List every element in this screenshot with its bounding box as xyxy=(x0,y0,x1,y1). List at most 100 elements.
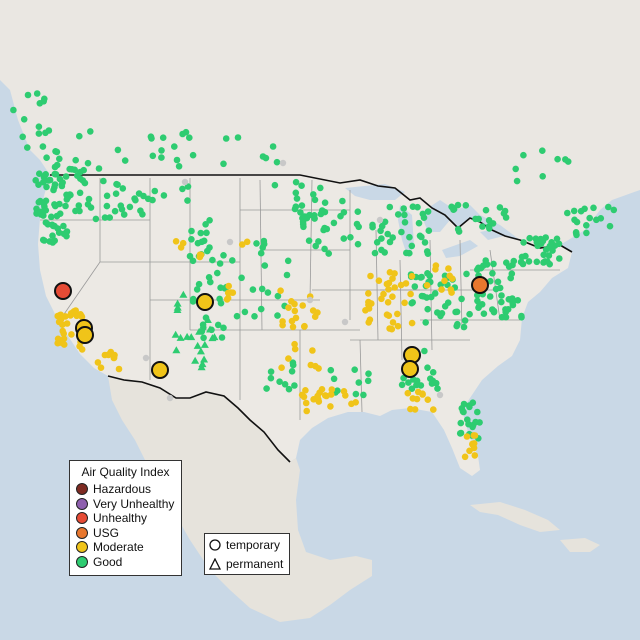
canada-land xyxy=(0,0,640,248)
good-monitor xyxy=(406,233,413,241)
good-monitor xyxy=(533,258,541,266)
good-monitor xyxy=(502,306,509,313)
good-monitor xyxy=(51,181,59,188)
good-monitor xyxy=(518,253,526,261)
moderate-monitor xyxy=(115,365,123,373)
good-monitor xyxy=(352,390,360,398)
moderate-monitor xyxy=(469,441,476,448)
good-monitor xyxy=(556,255,563,262)
moderate-monitor xyxy=(321,392,329,399)
good-monitor xyxy=(457,429,465,437)
good-monitor xyxy=(258,285,266,293)
moderate-monitor xyxy=(340,388,348,395)
good-monitor xyxy=(498,313,506,321)
good-monitor xyxy=(79,177,87,184)
good-monitor xyxy=(253,240,260,247)
moderate-monitor xyxy=(365,290,372,297)
moderate-monitor xyxy=(423,282,431,289)
good-monitor xyxy=(315,238,322,245)
good-monitor xyxy=(72,207,79,215)
good-monitor xyxy=(292,203,300,210)
good-monitor xyxy=(510,257,518,265)
good-monitor xyxy=(95,165,103,172)
good-permanent-monitor xyxy=(200,355,209,363)
good-monitor xyxy=(469,399,477,407)
legend-label: Good xyxy=(93,554,123,569)
good-monitor xyxy=(411,283,419,290)
good-monitor xyxy=(533,239,541,246)
moderate-monitor xyxy=(172,238,180,245)
good-monitor xyxy=(101,214,109,221)
good-monitor xyxy=(62,173,70,180)
no-data-monitor xyxy=(341,318,349,326)
good-monitor xyxy=(121,157,129,164)
good-monitor xyxy=(259,244,267,251)
moderate-monitor xyxy=(367,272,374,280)
good-monitor xyxy=(56,200,63,208)
highlighted-monitors xyxy=(54,276,489,379)
good-monitor xyxy=(41,237,48,244)
good-monitor xyxy=(571,216,578,224)
good-monitor xyxy=(540,251,547,259)
good-monitor xyxy=(581,205,588,213)
legend-item-very-unhealthy: Very Unhealthy xyxy=(70,497,181,512)
good-monitor xyxy=(182,128,190,136)
good-monitor xyxy=(220,324,227,332)
good-monitor xyxy=(525,258,533,265)
good-monitor xyxy=(554,155,561,163)
good-monitor xyxy=(474,297,481,305)
good-monitor xyxy=(298,202,306,209)
good-monitor xyxy=(200,334,207,342)
good-monitor xyxy=(441,272,449,280)
good-monitor xyxy=(40,178,47,186)
good-permanent-monitor xyxy=(193,341,202,349)
moderate-monitor xyxy=(60,330,67,337)
good-monitor xyxy=(32,177,39,184)
good-monitor xyxy=(605,203,612,211)
moderate-monitor xyxy=(105,351,112,359)
good-monitor xyxy=(327,366,335,374)
good-monitor xyxy=(159,134,167,141)
state-line xyxy=(59,261,101,321)
good-monitor xyxy=(76,132,83,140)
good-monitor xyxy=(500,210,508,217)
good-monitor xyxy=(477,264,485,272)
good-monitor xyxy=(364,377,372,385)
good-monitor xyxy=(45,177,52,184)
good-monitor xyxy=(206,217,213,224)
good-permanent-monitor xyxy=(176,333,185,341)
good-monitor xyxy=(119,185,127,192)
good-monitor xyxy=(52,171,60,178)
moderate-monitor xyxy=(302,387,309,394)
state-line xyxy=(359,339,363,413)
good-monitor xyxy=(486,293,494,300)
good-monitor xyxy=(48,213,55,221)
good-monitor xyxy=(490,308,498,316)
moderate-monitor xyxy=(54,335,62,343)
good-monitor xyxy=(514,297,522,304)
good-monitor xyxy=(509,295,516,302)
good-permanent-monitor xyxy=(173,299,182,307)
good-monitor xyxy=(184,197,191,204)
good-permanent-monitor xyxy=(196,347,205,355)
good-monitor xyxy=(355,379,363,386)
moderate-monitor xyxy=(288,298,295,305)
good-monitor xyxy=(160,192,168,199)
moderate-monitor xyxy=(409,395,417,402)
moderate-monitor xyxy=(402,280,410,287)
good-monitor xyxy=(293,195,301,202)
no-data-monitor xyxy=(166,394,174,402)
good-monitor xyxy=(53,161,61,169)
good-monitor xyxy=(311,196,319,204)
good-monitor xyxy=(76,189,84,197)
usg-swatch xyxy=(76,526,88,539)
good-monitor xyxy=(583,222,590,229)
good-monitor xyxy=(193,286,201,293)
temporary-label: temporary xyxy=(226,538,281,552)
good-monitor xyxy=(173,156,181,164)
good-monitor xyxy=(85,195,93,203)
good-monitor xyxy=(80,166,87,174)
good-monitor xyxy=(260,237,268,245)
good-monitor xyxy=(458,295,465,303)
good-monitor xyxy=(188,227,195,235)
